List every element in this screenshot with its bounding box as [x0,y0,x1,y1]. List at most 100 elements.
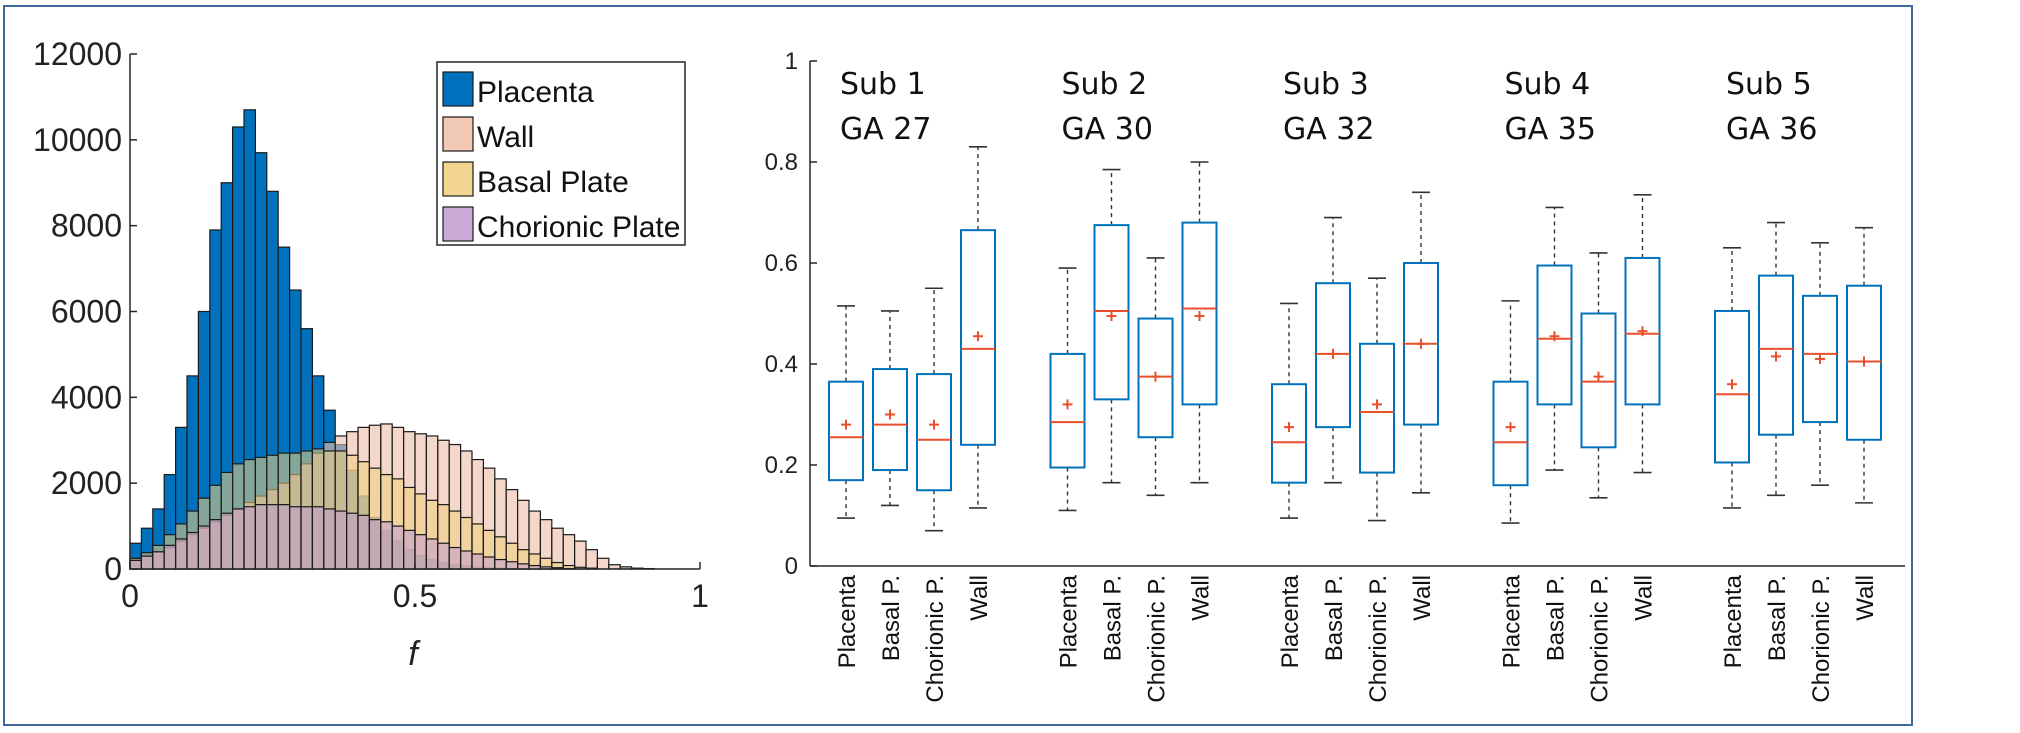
legend-swatch [442,161,474,197]
category-label: Chorionic P. [1365,575,1392,703]
histogram-bar [163,544,177,570]
legend-label: Placenta [477,76,594,109]
boxplot-group: Sub 3 GA 32 Placenta Basal P. Chorionic P. Wa… [1271,67,1439,703]
histogram-bar [254,504,268,570]
legend-label: Wall [477,121,534,154]
legend-swatch [442,71,474,107]
boxplot-y-tick-label: 0.4 [765,351,798,378]
box-placenta: Placenta [1049,267,1086,668]
box-basal-p: Basal P. [1758,221,1794,661]
histogram-bar [209,519,222,570]
boxplot-y-tick-label: 0.8 [765,149,798,176]
boxplot-y-tick-label: 1 [785,48,798,75]
category-label: Placenta [834,574,861,668]
legend-label: Basal Plate [477,166,629,199]
box-iqr [1093,224,1130,401]
box-basal-p: Basal P. [1093,168,1130,661]
boxplot-y-tick-label: 0.2 [765,452,798,479]
category-label: Basal P. [1764,575,1791,661]
histogram-bar [334,510,348,570]
legend-box [436,61,686,246]
box-iqr [1758,274,1794,436]
box-wall: Wall [960,146,996,621]
histogram-bar [425,538,439,570]
box-chorionic-p: Chorionic P. [1580,252,1617,703]
box-iqr [960,229,996,446]
histogram-bar [368,519,382,570]
group-ga-label: GA 35 [1505,112,1596,147]
histogram-bar [448,546,462,570]
histogram-bar [494,558,507,570]
boxplot-chart: 0 0.2 0.4 0.6 0.8 1 Sub 1 GA 27 Placenta Basal P… [765,48,1905,703]
group-subject-label: Sub 4 [1505,67,1591,102]
box-chorionic-p: Chorionic P. [916,287,952,703]
histogram-bar [289,506,302,570]
box-iqr [828,380,864,482]
category-label: Chorionic P. [1587,575,1614,703]
group-subject-label: Sub 3 [1283,67,1369,102]
histogram-bar [357,514,370,570]
category-label: Basal P. [1321,575,1348,661]
box-wall: Wall [1181,161,1218,621]
histogram-bar [380,521,393,570]
histogram-y-tick-label: 12000 [33,36,122,72]
box-iqr [1492,380,1529,487]
box-iqr [1802,294,1838,424]
category-label: Wall [1409,575,1436,621]
box-wall: Wall [1403,191,1439,621]
histogram-x-tick-label: 0 [121,578,139,614]
histogram-bar [414,534,427,570]
boxplot-axes: 0 0.2 0.4 0.6 0.8 1 [765,48,1905,580]
histogram-bar [505,561,519,570]
histogram-bar [197,525,211,570]
histogram-bar [482,556,496,570]
category-label: Basal P. [1543,575,1570,661]
box-placenta: Placenta [828,305,864,668]
histogram-bar [471,553,484,570]
box-placenta: Placenta [1492,300,1529,668]
box-iqr [1846,284,1882,441]
category-label: Chorionic P. [1144,575,1171,703]
histogram-bar [140,555,154,570]
legend-swatch [442,206,474,242]
histogram-chart: 0 0.5 1 0 2000 4000 6000 8000 10000 12000 Placent… [33,36,709,673]
histogram-y-tick-label: 10000 [33,122,122,158]
histogram-bar [437,542,450,570]
box-basal-p: Basal P. [872,310,908,661]
box-chorionic-p: Chorionic P. [1802,242,1838,703]
group-subject-label: Sub 2 [1062,67,1148,102]
boxplot-y-tick-label: 0 [785,553,798,580]
histogram-bar [300,506,313,570]
box-placenta: Placenta [1271,302,1307,668]
box-iqr [1714,309,1750,464]
category-label: Basal P. [1100,575,1127,661]
box-chorionic-p: Chorionic P. [1359,277,1395,703]
group-subject-label: Sub 5 [1726,67,1812,102]
group-ga-label: GA 32 [1283,112,1374,147]
group-ga-label: GA 30 [1062,112,1153,147]
box-iqr [1536,264,1573,406]
group-subject-label: Sub 1 [840,67,926,102]
histogram-bar [311,506,325,570]
box-basal-p: Basal P. [1536,206,1573,661]
box-iqr [1624,256,1661,406]
histogram-x-tick-label: 0.5 [393,578,437,614]
boxplot-group: Sub 2 GA 30 Placenta Basal P. Chorionic P. Wa… [1049,67,1218,703]
boxplot-y-tick-label: 0.6 [765,250,798,277]
histogram-bars [129,54,700,570]
box-wall: Wall [1846,226,1882,621]
histogram-y-tick-label: 2000 [51,465,122,501]
boxplot-group: Sub 4 GA 35 Placenta Basal P. Chorionic P. Wa… [1492,67,1661,703]
box-basal-p: Basal P. [1315,216,1351,661]
histogram-bar [186,531,199,570]
boxplot-group: Sub 1 GA 27 Placenta Basal P. Chorionic P. Wa… [828,67,996,703]
category-label: Wall [1852,575,1879,621]
histogram-x-axis-label: f [408,635,421,673]
histogram-bar [573,540,587,570]
histogram-x-tick-label: 1 [691,578,709,614]
category-label: Wall [1188,575,1215,621]
box-chorionic-p: Chorionic P. [1137,257,1174,703]
group-ga-label: GA 27 [840,112,931,147]
category-label: Wall [966,575,993,621]
boxplot-group: Sub 5 GA 36 Placenta Basal P. Chorionic P. Wa… [1714,67,1882,703]
